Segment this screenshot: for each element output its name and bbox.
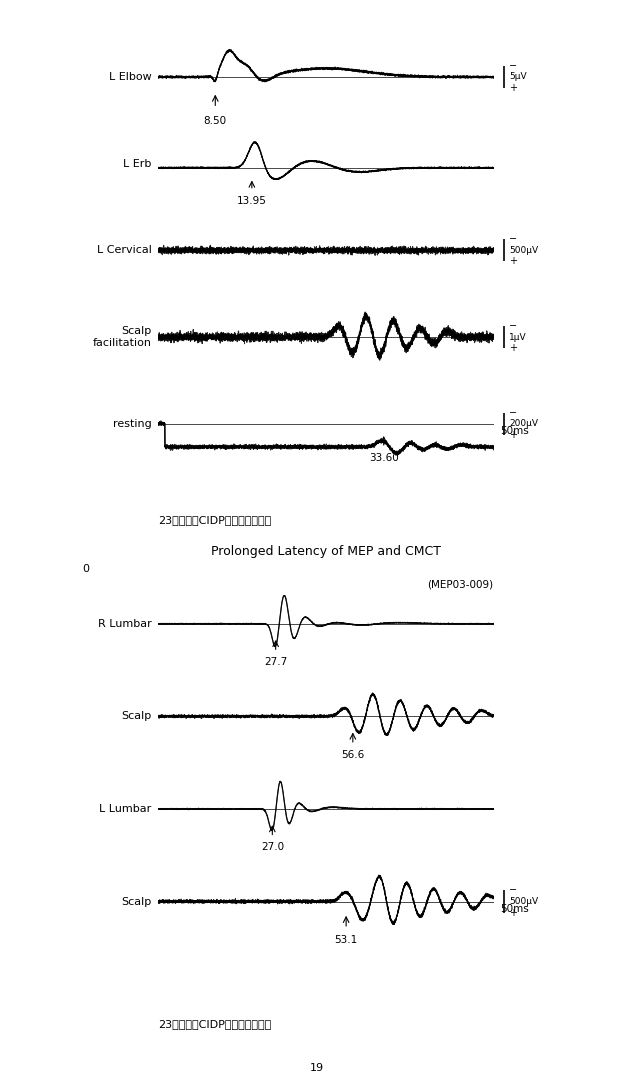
Text: L Lumbar: L Lumbar	[99, 804, 151, 814]
Text: Scalp: Scalp	[122, 896, 151, 906]
Text: +: +	[509, 83, 517, 93]
Text: −: −	[509, 234, 517, 244]
Text: +: +	[509, 430, 517, 440]
Text: −: −	[509, 61, 517, 70]
Text: −: −	[509, 321, 517, 331]
Text: 1μV: 1μV	[509, 333, 527, 341]
Text: 23歳女性　CIDP＋多発性硬化症: 23歳女性 CIDP＋多発性硬化症	[158, 515, 272, 525]
Text: 19: 19	[310, 1063, 323, 1073]
Text: L Cervical: L Cervical	[97, 245, 151, 256]
Text: (MEP03-009): (MEP03-009)	[428, 580, 494, 590]
Text: 50ms: 50ms	[501, 904, 529, 914]
Text: Prolonged Latency of MEP and CMCT: Prolonged Latency of MEP and CMCT	[211, 545, 441, 558]
Text: 50ms: 50ms	[501, 426, 529, 436]
Text: 23歳女性　CIDP＋多発性硬化症: 23歳女性 CIDP＋多発性硬化症	[158, 1019, 272, 1029]
Text: 27.7: 27.7	[264, 657, 287, 667]
Text: Scalp
facilitation: Scalp facilitation	[92, 326, 151, 348]
Text: 500μV: 500μV	[509, 246, 538, 255]
Text: 27.0: 27.0	[261, 842, 284, 852]
Text: L Elbow: L Elbow	[109, 72, 151, 82]
Text: 500μV: 500μV	[509, 896, 538, 906]
Text: 33.60: 33.60	[369, 453, 399, 463]
Text: 0: 0	[82, 564, 89, 573]
Text: 53.1: 53.1	[334, 934, 358, 945]
Text: 8.50: 8.50	[204, 116, 227, 126]
Text: 5μV: 5μV	[509, 73, 527, 81]
Text: +: +	[509, 344, 517, 353]
Text: +: +	[509, 257, 517, 267]
Text: −: −	[509, 886, 517, 895]
Text: +: +	[509, 908, 517, 918]
Text: resting: resting	[113, 418, 151, 429]
Text: Scalp: Scalp	[122, 711, 151, 721]
Text: 13.95: 13.95	[237, 195, 266, 206]
Text: R Lumbar: R Lumbar	[97, 619, 151, 629]
Text: 200μV: 200μV	[509, 420, 538, 428]
Text: 56.6: 56.6	[341, 750, 365, 761]
Text: L Erb: L Erb	[123, 158, 151, 169]
Text: −: −	[509, 408, 517, 417]
